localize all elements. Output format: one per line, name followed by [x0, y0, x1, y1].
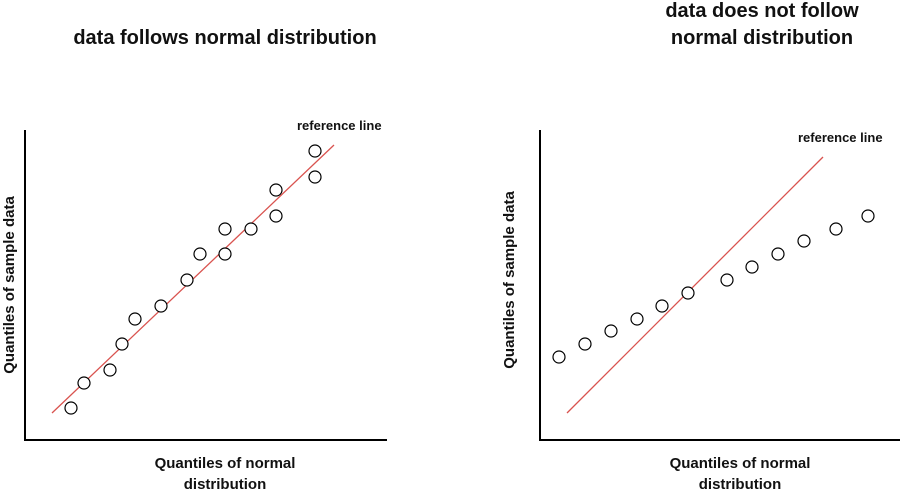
point: [552, 350, 566, 364]
annotation: reference line: [798, 130, 883, 145]
point: [655, 299, 669, 313]
point: [829, 222, 843, 236]
point: [244, 222, 258, 236]
points: [64, 144, 322, 415]
panel-title: data follows normal distribution: [73, 27, 376, 49]
point: [269, 183, 283, 197]
point: [630, 312, 644, 326]
x-axis-label: distribution: [699, 476, 782, 490]
point: [308, 144, 322, 158]
reference-line: [566, 156, 824, 414]
point: [269, 209, 283, 223]
y-axis-label: Quantiles of sample data: [1, 196, 18, 374]
x-axis-label: distribution: [184, 476, 267, 490]
x-axis-label: Quantiles of normal: [670, 455, 811, 472]
panel-title: data does not follow: [665, 0, 859, 22]
annotation: reference line: [297, 118, 382, 133]
point: [154, 299, 168, 313]
point: [218, 222, 232, 236]
point: [604, 324, 618, 338]
left-panel: data follows normal distribution Quantil…: [1, 27, 387, 490]
point: [193, 247, 207, 261]
point: [681, 286, 695, 300]
point: [797, 234, 811, 248]
x-axis-label: Quantiles of normal: [155, 455, 296, 472]
y-axis-label: Quantiles of sample data: [501, 191, 518, 369]
point: [128, 312, 142, 326]
point: [218, 247, 232, 261]
point: [861, 209, 875, 223]
right-panel: data does not follow normal distribution…: [501, 0, 900, 490]
point: [745, 260, 759, 274]
point: [64, 401, 78, 415]
point: [578, 337, 592, 351]
point: [720, 273, 734, 287]
panel-title: normal distribution: [671, 27, 853, 49]
point: [180, 273, 194, 287]
points: [552, 209, 875, 364]
point: [308, 170, 322, 184]
point: [77, 376, 91, 390]
point: [115, 337, 129, 351]
point: [771, 247, 785, 261]
point: [103, 363, 117, 377]
